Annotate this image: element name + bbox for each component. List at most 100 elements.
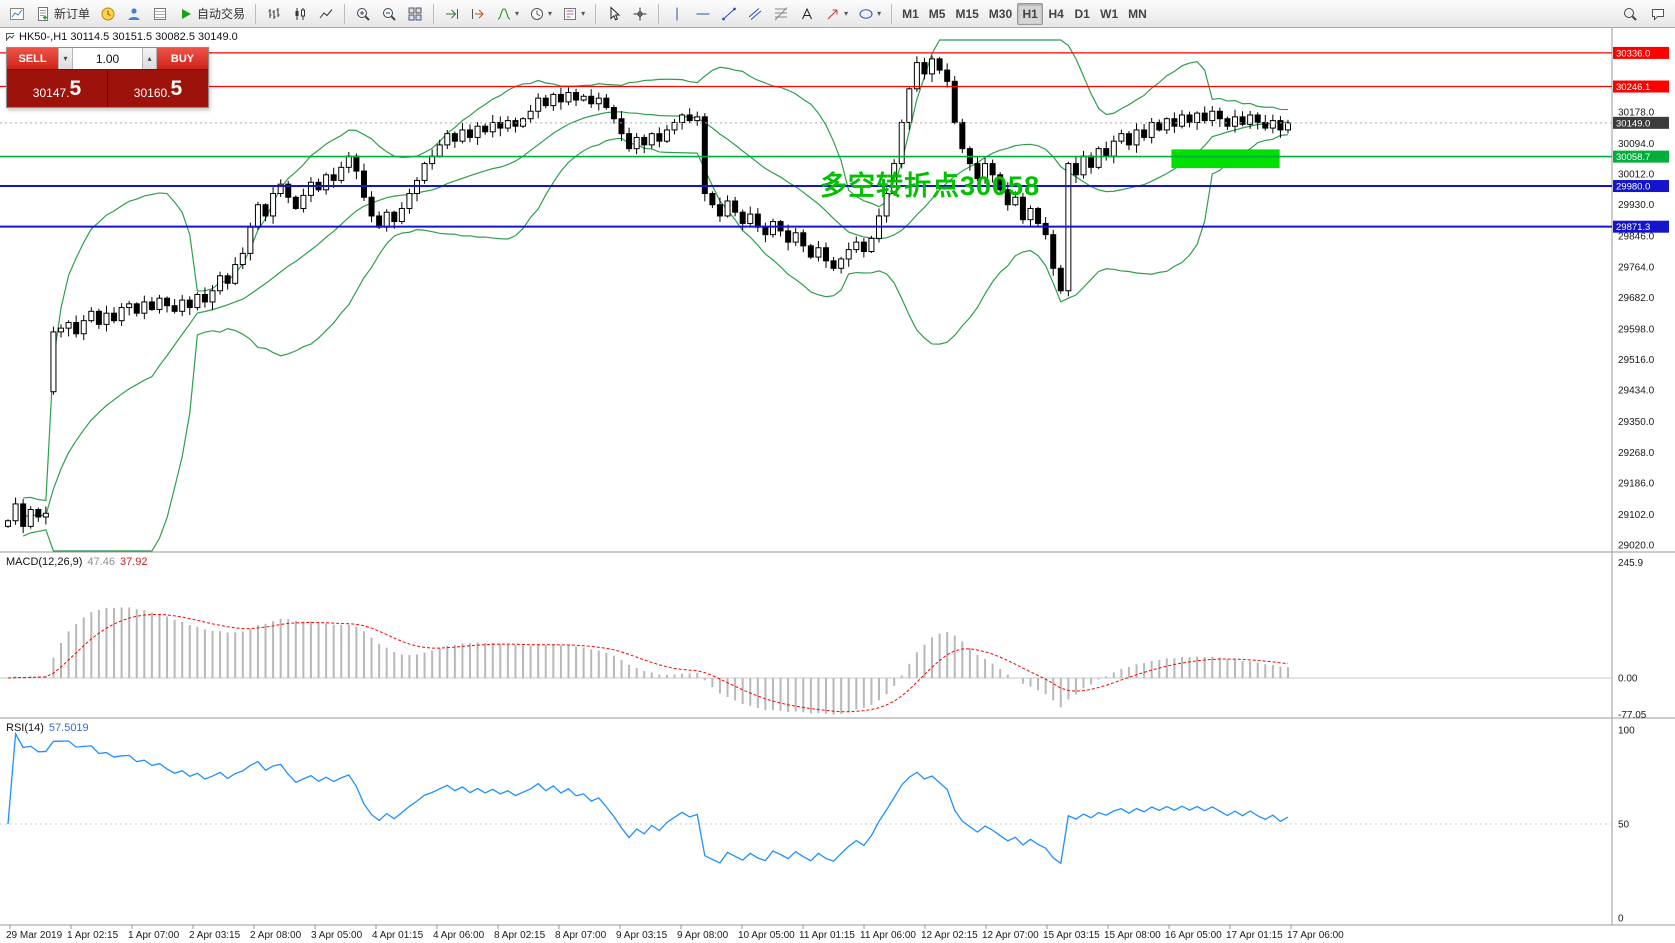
candle-body	[1080, 155, 1087, 176]
timeframe-m5-button[interactable]: M5	[924, 3, 951, 25]
buy-price-display[interactable]: 30160. 5	[108, 70, 208, 107]
new-order-button[interactable]: 新订单	[30, 3, 95, 25]
horizontal-line-button[interactable]	[690, 3, 716, 25]
buy-button[interactable]: BUY	[157, 48, 208, 69]
candle-body	[186, 299, 193, 309]
candle	[527, 104, 534, 124]
time-axis-label: 10 Apr 05:00	[738, 930, 795, 941]
shapes-button[interactable]: ▾	[853, 3, 886, 25]
trendline-icon	[722, 7, 736, 20]
equidistant-channel-button[interactable]	[742, 3, 768, 25]
timeframe-m30-button[interactable]: M30	[984, 3, 1017, 25]
macd-indicator-label: MACD(12,26,9) 47.46 37.92	[6, 556, 147, 568]
price-tick-label: 30178.0	[1618, 107, 1655, 118]
time-axis-label: 2 Apr 03:15	[189, 930, 241, 941]
chevron-down-icon: ▾	[63, 54, 68, 63]
highlight-rectangle[interactable]	[1171, 149, 1280, 169]
candle-body	[800, 232, 807, 247]
volume-input[interactable]	[73, 48, 142, 69]
zoom-in-button[interactable]	[350, 3, 376, 25]
line-chart-button[interactable]	[313, 3, 339, 25]
new-chart-button[interactable]	[4, 3, 30, 25]
timeframe-label: M15	[955, 6, 979, 21]
auto-scroll-button[interactable]	[439, 3, 465, 25]
chart-background	[0, 28, 1675, 943]
templates-button[interactable]: ▾	[557, 3, 590, 25]
market-watch-button[interactable]	[95, 3, 121, 25]
search-button[interactable]	[1617, 3, 1643, 25]
candle-body	[815, 247, 822, 258]
indicators-button[interactable]: ▾	[491, 3, 524, 25]
candle-body	[73, 322, 80, 335]
zoom-out-icon	[383, 7, 396, 21]
volume-decrease-button[interactable]: ▾	[58, 48, 73, 69]
chart-shift-button[interactable]	[465, 3, 491, 25]
chat-button[interactable]	[1645, 3, 1671, 25]
candle-body	[550, 93, 557, 107]
tile-windows-button[interactable]	[402, 3, 428, 25]
zoom-out-button[interactable]	[376, 3, 402, 25]
candle	[65, 320, 72, 337]
candle-body	[1110, 140, 1117, 157]
price-box-bg	[1613, 220, 1669, 233]
timeframe-mn-button[interactable]: MN	[1123, 3, 1152, 25]
candle-body	[1027, 207, 1034, 221]
navigator-button[interactable]	[121, 3, 147, 25]
candle-body	[451, 133, 458, 142]
candle	[1133, 122, 1140, 153]
candle	[277, 179, 284, 197]
fibonacci-retracement-button[interactable]	[768, 3, 794, 25]
vertical-line-button[interactable]	[664, 3, 690, 25]
candle	[73, 315, 80, 338]
text-label-button[interactable]	[794, 3, 820, 25]
time-axis-label: 12 Apr 02:15	[921, 930, 978, 941]
timeframe-m1-button[interactable]: M1	[897, 3, 924, 25]
candle-body	[1004, 189, 1011, 206]
volume-increase-button[interactable]: ▴	[142, 48, 157, 69]
data-window-button[interactable]	[147, 3, 173, 25]
candle-body	[754, 213, 761, 228]
candle-body	[1186, 114, 1193, 123]
crosshair-icon	[633, 7, 647, 20]
sell-button[interactable]: SELL	[7, 48, 58, 69]
candle	[686, 108, 693, 124]
candle	[550, 92, 557, 111]
candle-body	[1239, 116, 1246, 125]
candle-body	[648, 133, 655, 146]
timeframe-m15-button[interactable]: M15	[950, 3, 983, 25]
candle	[1277, 116, 1284, 138]
timeframe-h1-button[interactable]: H1	[1017, 2, 1044, 25]
candle-body	[747, 213, 754, 224]
price-label-box: 29871.3	[1613, 220, 1669, 233]
chart-annotation-text[interactable]: 多空转折点30058	[820, 171, 1041, 201]
bar-chart-button[interactable]	[261, 3, 287, 25]
sell-price-display[interactable]: 30147. 5	[7, 70, 108, 107]
candle-body	[739, 211, 746, 224]
autotrading-button[interactable]: 自动交易	[173, 3, 250, 25]
candle-body	[1156, 121, 1163, 131]
price-tick-label: 29268.0	[1618, 448, 1655, 459]
crosshair-button[interactable]	[627, 3, 653, 25]
candle-body	[716, 204, 723, 217]
chart-window-icon	[6, 33, 15, 41]
time-axis-label: 17 Apr 01:15	[1226, 930, 1283, 941]
candle	[368, 191, 375, 223]
timeframe-w1-button[interactable]: W1	[1095, 3, 1123, 25]
periods-icon	[531, 7, 544, 20]
timeframe-d1-button[interactable]: D1	[1069, 3, 1095, 25]
candle	[27, 506, 34, 529]
trendline-button[interactable]	[716, 3, 742, 25]
candle-body	[906, 88, 913, 123]
arrow-objects-button[interactable]: ▾	[820, 3, 853, 25]
candle-body	[830, 260, 837, 269]
candle	[179, 294, 186, 317]
candle	[1057, 264, 1064, 294]
candle-body	[671, 121, 678, 131]
candle	[1042, 217, 1049, 240]
cursor-button[interactable]	[601, 3, 627, 25]
timeframe-h4-button[interactable]: H4	[1043, 3, 1069, 25]
candle-body	[686, 114, 693, 122]
candlestick-chart-button[interactable]	[287, 3, 313, 25]
periods-button[interactable]: ▾	[524, 3, 557, 25]
